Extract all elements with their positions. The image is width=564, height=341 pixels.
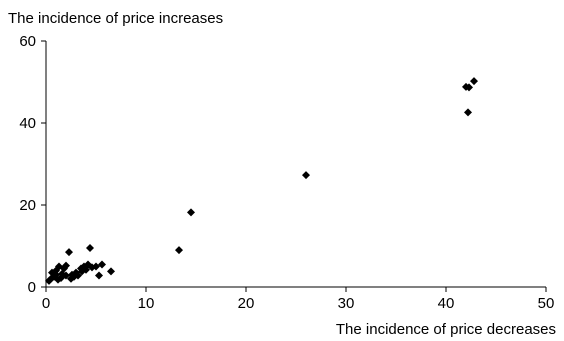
y-axis-title: The incidence of price increases [8, 10, 223, 27]
data-point [92, 262, 100, 271]
x-tick-label: 0 [42, 295, 50, 312]
x-tick-label: 50 [538, 295, 555, 312]
data-point [65, 248, 73, 257]
data-point [187, 208, 195, 217]
y-tick-label: 60 [19, 33, 36, 50]
data-point [107, 267, 115, 276]
data-point [74, 271, 82, 280]
data-point [62, 261, 70, 270]
axes: 0 20 40 60 0 10 20 30 40 50 [19, 33, 554, 312]
x-tick-label: 20 [238, 295, 255, 312]
data-point [95, 271, 103, 280]
data-points [45, 77, 478, 285]
data-point [62, 271, 70, 280]
x-axis-title: The incidence of price decreases [336, 321, 556, 338]
y-tick-label: 0 [28, 279, 36, 296]
data-point [86, 244, 94, 253]
data-point [470, 77, 478, 86]
data-point [465, 83, 473, 92]
x-tick-label: 30 [338, 295, 355, 312]
y-tick-label: 20 [19, 197, 36, 214]
x-tick-label: 10 [138, 295, 155, 312]
data-point [464, 108, 472, 117]
x-tick-label: 40 [438, 295, 455, 312]
y-tick-label: 40 [19, 115, 36, 132]
data-point [175, 246, 183, 255]
data-point [98, 260, 106, 269]
data-point [302, 171, 310, 180]
